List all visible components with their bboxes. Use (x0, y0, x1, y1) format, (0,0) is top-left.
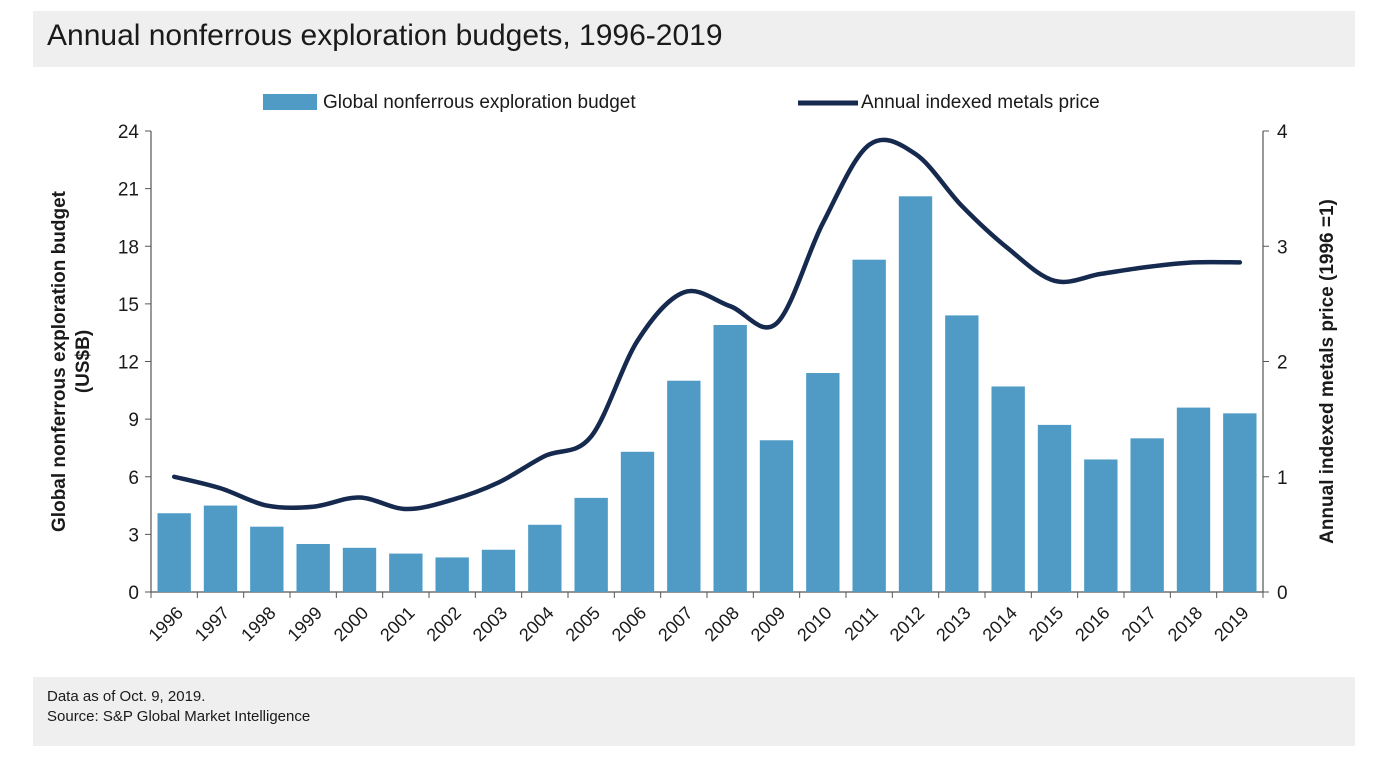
chart-title: Annual nonferrous exploration budgets, 1… (47, 19, 723, 52)
bar-series (157, 196, 1257, 592)
x-tick-label: 2010 (793, 603, 835, 645)
y2-tick-label: 4 (1277, 122, 1288, 143)
y2-tick-label: 1 (1277, 468, 1288, 489)
bar-2008 (713, 325, 747, 592)
bar-1996 (157, 513, 191, 592)
data-date-note: Data as of Oct. 9, 2019. (47, 688, 206, 705)
x-tick-label: 2008 (701, 603, 743, 645)
x-tick-label: 2003 (469, 603, 511, 645)
bar-1997 (203, 505, 238, 592)
bar-2009 (759, 440, 794, 592)
x-tick-label: 1996 (145, 603, 187, 645)
bar-2007 (667, 380, 701, 592)
x-tick-label: 2019 (1210, 603, 1252, 645)
bar-2018 (1176, 407, 1211, 592)
bar-2000 (342, 547, 377, 592)
y2-tick-label: 3 (1277, 237, 1288, 258)
legend-bar-swatch (263, 94, 317, 110)
x-tick-label: 2015 (1025, 603, 1067, 645)
line-series (171, 137, 1243, 512)
bar-2011 (852, 259, 886, 592)
bar-2001 (389, 553, 423, 592)
bar-1999 (296, 543, 330, 592)
legend-bar-label: Global nonferrous exploration budget (323, 92, 636, 113)
x-tick-label: 2018 (1164, 603, 1206, 645)
x-tick-label: 2014 (979, 603, 1021, 645)
x-tick-label: 1997 (191, 603, 233, 645)
x-tick-label: 2011 (840, 603, 882, 645)
bar-2003 (481, 549, 516, 592)
y-tick-label: 0 (128, 583, 139, 604)
x-tick-label: 2012 (886, 603, 928, 645)
y-tick-label: 12 (118, 353, 139, 374)
x-tick-label: 2002 (423, 603, 465, 645)
bar-2010 (806, 373, 840, 592)
y-tick-label: 21 (118, 180, 139, 201)
bar-2005 (574, 497, 608, 592)
x-tick-label: 1998 (237, 603, 279, 645)
plot-area: Global nonferrous exploration budget Ann… (33, 67, 1355, 677)
chart-panel: Annual nonferrous exploration budgets, 1… (33, 11, 1355, 746)
bar-2002 (435, 557, 469, 592)
y2-axis-title: Annual indexed metals price (1996 =1) (1317, 199, 1338, 544)
y-tick-label: 3 (128, 525, 139, 546)
bar-2013 (945, 315, 979, 592)
bar-2006 (620, 451, 655, 592)
x-tick-label: 2009 (747, 603, 789, 645)
x-tick-label: 2000 (330, 603, 372, 645)
y-tick-label: 18 (118, 237, 139, 258)
x-tick-label: 2013 (932, 603, 974, 645)
bar-2004 (528, 524, 562, 592)
y-axis-title-unit: (US$B) (73, 330, 94, 393)
x-tick-label: 2005 (562, 603, 604, 645)
x-tick-label: 2007 (654, 603, 696, 645)
legend-line-label: Annual indexed metals price (861, 92, 1100, 113)
bar-2012 (898, 196, 933, 592)
y2-tick-label: 2 (1277, 353, 1288, 374)
x-tick-label: 2006 (608, 603, 650, 645)
y-tick-label: 24 (118, 122, 140, 143)
x-tick-label: 2017 (1118, 603, 1160, 645)
x-tick-label: 1999 (284, 603, 326, 645)
chart-footer: Data as of Oct. 9, 2019. Source: S&P Glo… (47, 687, 310, 727)
y-tick-label: 9 (128, 410, 139, 431)
y2-tick-label: 0 (1277, 583, 1288, 604)
source-note: Source: S&P Global Market Intelligence (47, 708, 311, 725)
bar-2015 (1037, 424, 1072, 592)
x-tick-label: 2016 (1071, 603, 1113, 645)
price-line (171, 137, 1243, 512)
bar-2019 (1223, 413, 1257, 592)
y-tick-label: 6 (128, 468, 139, 489)
legend: Global nonferrous exploration budget Ann… (263, 92, 1100, 113)
y-axis-title: Global nonferrous exploration budget (49, 190, 70, 532)
x-tick-label: 2004 (515, 603, 557, 645)
x-tick-label: 2001 (376, 603, 418, 645)
bar-2014 (991, 386, 1025, 592)
axis-labels: Global nonferrous exploration budget (US… (49, 190, 1338, 544)
bar-2017 (1130, 438, 1164, 592)
y-tick-label: 15 (118, 295, 139, 316)
chart-svg: Global nonferrous exploration budget Ann… (49, 92, 1338, 645)
bar-1998 (250, 526, 284, 592)
bar-2016 (1084, 459, 1118, 592)
